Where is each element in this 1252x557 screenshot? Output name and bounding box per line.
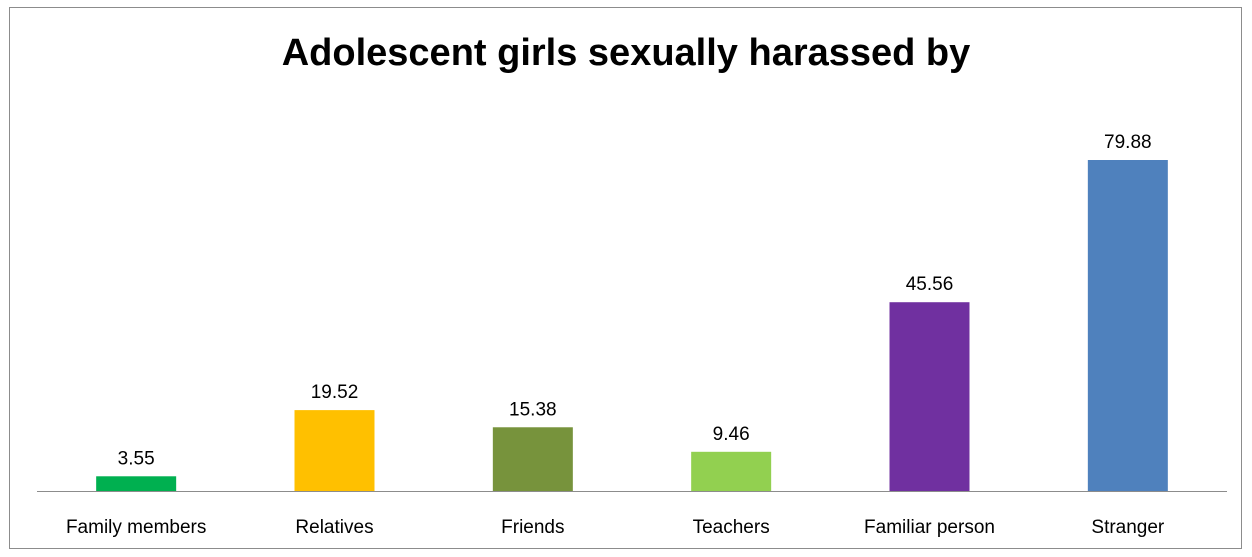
data-label: 79.88	[1104, 132, 1152, 153]
data-label: 45.56	[906, 274, 954, 295]
bar-friends	[492, 427, 573, 491]
category-label: Family members	[66, 517, 206, 538]
chart-title: Adolescent girls sexually harassed by	[281, 32, 971, 74]
data-label: 9.46	[713, 424, 750, 445]
category-label: Stranger	[1091, 517, 1165, 538]
bar-family-members	[96, 476, 177, 491]
bar-teachers	[691, 451, 772, 491]
bar-relatives	[294, 410, 375, 491]
bar-familiar-person	[889, 302, 970, 491]
bar-stranger	[1087, 160, 1168, 491]
data-label: 19.52	[311, 382, 359, 403]
category-label: Friends	[501, 517, 564, 538]
category-label: Relatives	[295, 517, 373, 538]
data-label: 3.55	[118, 448, 155, 469]
category-label: Familiar person	[864, 517, 995, 538]
chart-frame	[9, 7, 1242, 549]
category-label: Teachers	[693, 517, 770, 538]
data-label: 15.38	[509, 399, 557, 420]
